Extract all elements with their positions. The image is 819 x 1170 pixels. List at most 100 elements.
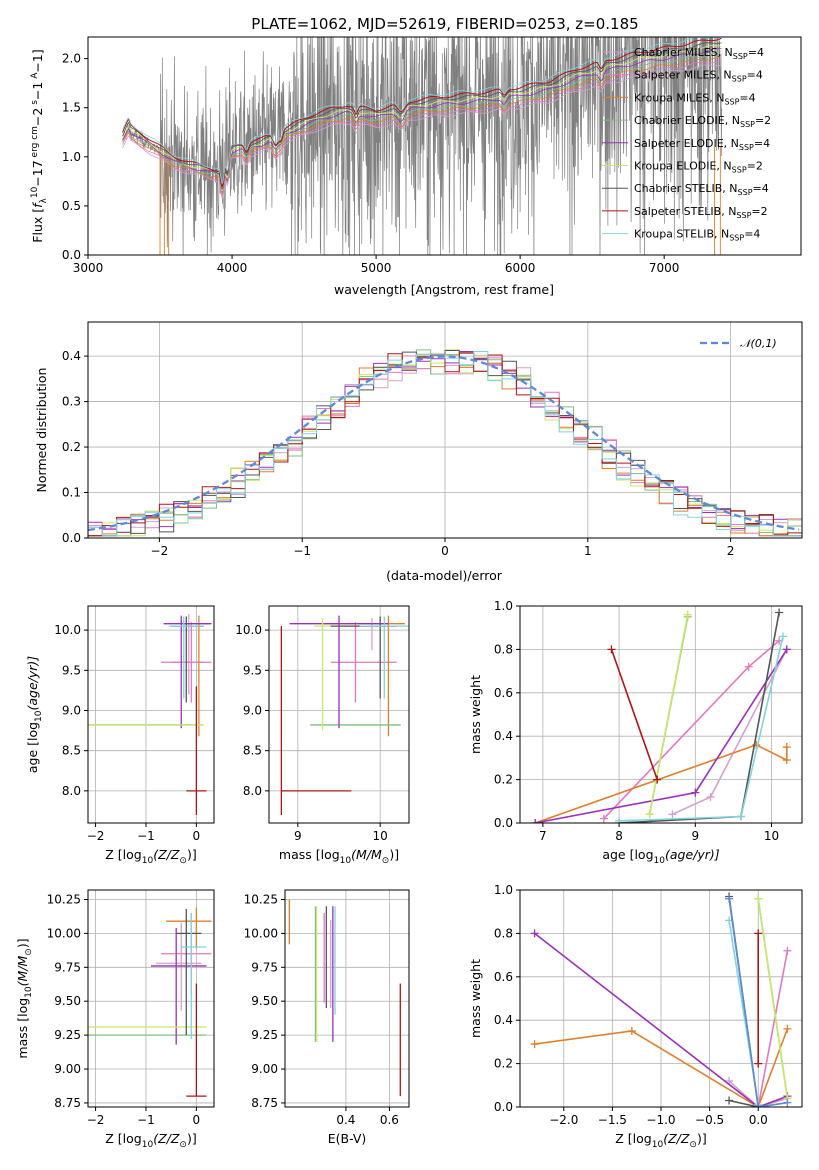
label-part: age [log bbox=[602, 847, 653, 862]
x-tick-label: −1.0 bbox=[646, 1113, 675, 1127]
weight-line bbox=[534, 1028, 789, 1107]
x-tick-label: 0.6 bbox=[380, 1113, 399, 1127]
weight-line bbox=[534, 744, 788, 823]
panel-mass-vs-ebv: 0.4 0.6 8.75 9.00 9.25 9.50 9.75 10.00 10.25 E(B-… bbox=[244, 889, 410, 1146]
x-axis-label: E(B-V) bbox=[328, 1131, 367, 1146]
x-tick-label: 0.4 bbox=[336, 1113, 355, 1127]
y-tick-label: 0.4 bbox=[494, 1013, 513, 1027]
y-axis-label: mass weight bbox=[468, 675, 483, 754]
weight-line bbox=[610, 649, 658, 780]
axes-frame bbox=[87, 889, 215, 1108]
label-part: Z [log bbox=[105, 847, 141, 862]
axes-frame bbox=[87, 321, 803, 539]
axes-frame bbox=[519, 889, 803, 1108]
label-part: −1 bbox=[30, 82, 45, 100]
plot-area bbox=[520, 606, 802, 823]
y-tick-label: 0.6 bbox=[494, 970, 513, 984]
weight-marker bbox=[737, 812, 746, 821]
spectrum-model-line bbox=[122, 54, 722, 194]
x-tick-label: 9 bbox=[294, 829, 302, 843]
label-part: 10 bbox=[24, 986, 34, 998]
legend-entry: Kroupa STELIB, NSSP=4 bbox=[634, 228, 760, 243]
y-tick-label: 10.0 bbox=[54, 623, 81, 637]
x-tick-label: 7000 bbox=[649, 261, 680, 275]
panel-weight-vs-Z: −2.0 −1.5 −1.0 −0.5 0.0 0.0 0.2 0.4 0.6 0.8 1.0 Z [… bbox=[468, 883, 803, 1150]
y-tick-label: 9.75 bbox=[54, 960, 81, 974]
legend-eq: =4 bbox=[748, 46, 764, 59]
y-tick-label: 9.00 bbox=[54, 1062, 81, 1076]
legend-eq: =2 bbox=[755, 114, 771, 127]
histogram-step bbox=[88, 352, 802, 537]
legend-name: Chabrier ELODIE, N bbox=[634, 114, 740, 127]
y-tick-label: 0.0 bbox=[62, 248, 81, 262]
x-tick-label: 2 bbox=[727, 544, 735, 558]
legend-eq: =4 bbox=[747, 69, 763, 82]
label-part: (age/yr)] bbox=[25, 656, 40, 711]
legend-eq: =4 bbox=[754, 137, 770, 150]
weight-marker bbox=[691, 788, 700, 797]
weight-marker bbox=[668, 810, 677, 819]
weight-marker bbox=[725, 1096, 734, 1105]
weight-line bbox=[728, 898, 788, 1107]
weight-line bbox=[728, 1080, 788, 1107]
weight-line bbox=[757, 898, 789, 1099]
legend-eq: =2 bbox=[747, 160, 763, 173]
x-tick-label: 9 bbox=[691, 829, 699, 843]
x-tick-label: 6000 bbox=[505, 261, 536, 275]
y-tick-label: 8.5 bbox=[62, 744, 81, 758]
weight-marker bbox=[754, 1103, 763, 1107]
legend-sub: SSP bbox=[740, 120, 755, 129]
label-part: 10 bbox=[34, 710, 44, 722]
y-tick-label: 9.00 bbox=[251, 1062, 278, 1076]
y-tick-label: 9.50 bbox=[54, 994, 81, 1008]
label-part: ⊙ bbox=[382, 856, 390, 866]
plot-content bbox=[288, 899, 401, 1097]
spectrum-model-line bbox=[122, 64, 722, 199]
legend-sub: SSP bbox=[729, 234, 744, 243]
x-tick-label: 0 bbox=[441, 544, 449, 558]
y-tick-label: 1.5 bbox=[62, 101, 81, 115]
plot-content bbox=[88, 349, 802, 537]
legend-name: Chabrier MILES, N bbox=[634, 46, 733, 59]
weight-line bbox=[648, 614, 689, 815]
x-tick-label: 7 bbox=[539, 829, 547, 843]
weight-line bbox=[757, 950, 789, 1107]
label-part: (Z/Z bbox=[153, 1131, 180, 1146]
legend-sub: SSP bbox=[739, 143, 754, 152]
y-tick-label: 1.0 bbox=[494, 883, 513, 897]
x-tick-label: 3000 bbox=[73, 261, 104, 275]
x-tick-label: −2 bbox=[151, 544, 169, 558]
x-tick-label: −1 bbox=[293, 544, 311, 558]
weight-marker bbox=[645, 810, 654, 819]
panel-spectrum: 3000 4000 5000 6000 7000 0.0 0.5 1.0 1.5 2.0 PLATE… bbox=[30, 15, 802, 297]
legend-name: Salpeter MILES, N bbox=[634, 69, 732, 82]
y-tick-label: 0.0 bbox=[494, 816, 513, 830]
y-tick-label: 9.75 bbox=[251, 960, 278, 974]
label-part: −17 bbox=[30, 160, 45, 186]
label-part: 10 bbox=[652, 1140, 664, 1150]
x-tick-label: −1.5 bbox=[598, 1113, 627, 1127]
axes-frame bbox=[268, 605, 410, 824]
legend-entry: 𝒩(0,1) bbox=[740, 337, 777, 350]
label-part: ⊙ bbox=[24, 948, 34, 956]
plot-area bbox=[88, 890, 214, 1107]
y-tick-label: 0.0 bbox=[62, 531, 81, 545]
plot-area bbox=[88, 606, 214, 823]
y-tick-label: 2.0 bbox=[62, 52, 81, 66]
label-part: )] bbox=[187, 847, 197, 862]
label-part: ⊙ bbox=[689, 1140, 697, 1150]
y-tick-label: 9.25 bbox=[251, 1028, 278, 1042]
y-tick-label: 9.50 bbox=[251, 994, 278, 1008]
label-part: Flux [ bbox=[30, 208, 45, 243]
axes-frame bbox=[284, 889, 410, 1108]
label-part: mass [log bbox=[279, 847, 340, 862]
label-part: )] bbox=[697, 1131, 707, 1146]
y-tick-label: 1.0 bbox=[62, 150, 81, 164]
label-part: )] bbox=[15, 938, 30, 948]
legend-entry: Chabrier ELODIE, NSSP=2 bbox=[634, 114, 771, 129]
label-part: 10 bbox=[340, 856, 352, 866]
label-part: (Z/Z bbox=[663, 1131, 690, 1146]
label-part: A bbox=[30, 72, 40, 82]
panel-residuals: −2 −1 0 1 2 0.0 0.1 0.2 0.3 0.4 (data-model)/error… bbox=[34, 321, 803, 583]
